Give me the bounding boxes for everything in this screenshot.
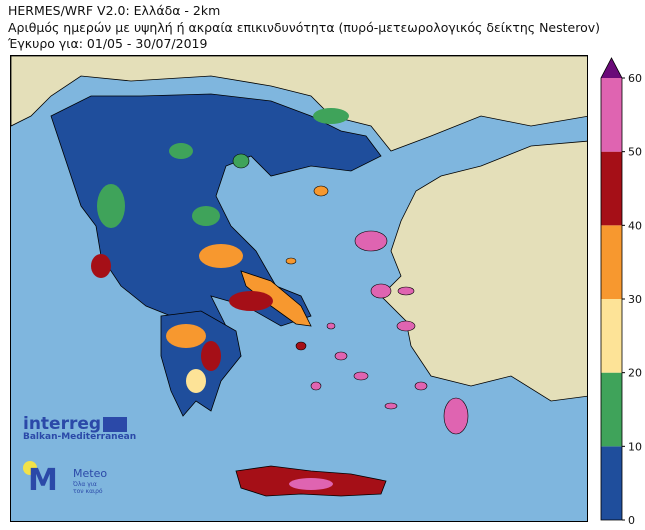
colorbar-bin-1 xyxy=(601,372,622,447)
map: interreg Balkan-Mediterranean M Meteo Όλ… xyxy=(10,55,588,522)
land-north xyxy=(11,56,587,152)
colorbar-tick-label: 0 xyxy=(628,514,635,527)
colorbar-tick-label: 10 xyxy=(628,440,642,453)
colorbar-tick-label: 30 xyxy=(628,293,642,306)
colorbar-bin-5 xyxy=(601,78,622,152)
colorbar-extend-triangle xyxy=(601,58,622,78)
islands xyxy=(232,153,469,435)
colorbar-tick-label: 60 xyxy=(628,72,642,85)
interreg-logo: interreg Balkan-Mediterranean xyxy=(23,414,137,443)
crete-hotspot xyxy=(289,478,333,490)
meteo-m-icon: M xyxy=(28,463,58,498)
map-canvas xyxy=(11,56,587,521)
meteo-logo-text: Meteo xyxy=(73,467,108,480)
eu-flag-icon xyxy=(103,417,127,432)
colorbar-tick-label: 50 xyxy=(628,146,642,159)
colorbar: 0 10 20 30 40 50 60 xyxy=(600,57,642,527)
colorbar-bin-4 xyxy=(601,151,622,226)
sun-icon xyxy=(23,461,37,475)
colorbar-bin-0 xyxy=(601,446,622,520)
colorbar-tick-label: 40 xyxy=(628,219,642,232)
meteo-logo-sub1: Όλα για xyxy=(73,481,97,488)
colorbar-outline xyxy=(600,57,623,521)
colorbar-tick-label: 20 xyxy=(628,367,642,380)
colorbar-bin-2 xyxy=(601,299,622,373)
land-evia xyxy=(240,270,312,327)
title-line-1: HERMES/WRF V2.0: Ελλάδα - 2km xyxy=(8,3,221,18)
title-line-3: Έγκυρο για: 01/05 - 30/07/2019 xyxy=(8,36,208,51)
interreg-logo-text: interreg xyxy=(23,414,102,434)
colorbar-bin-3 xyxy=(601,225,622,299)
meteo-logo-sub2: τον καιρό xyxy=(73,488,103,495)
interreg-logo-subtitle: Balkan-Mediterranean xyxy=(23,432,137,442)
title-line-2: Αριθμός ημερών με υψηλή ή ακραία επικινδ… xyxy=(8,20,601,35)
hazard-patches xyxy=(91,108,349,393)
